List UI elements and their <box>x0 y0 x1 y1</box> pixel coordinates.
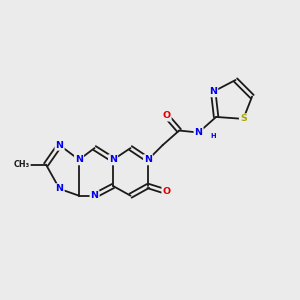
Text: N: N <box>56 141 64 150</box>
Text: N: N <box>75 155 83 164</box>
Text: N: N <box>209 87 217 96</box>
Text: N: N <box>144 155 152 164</box>
Text: H: H <box>210 134 216 140</box>
Text: N: N <box>195 128 203 137</box>
Text: N: N <box>109 155 117 164</box>
Text: CH₃: CH₃ <box>14 160 30 169</box>
Text: O: O <box>163 187 171 196</box>
Text: S: S <box>240 114 247 123</box>
Text: O: O <box>163 112 171 121</box>
Text: N: N <box>56 184 64 194</box>
Text: N: N <box>91 191 99 200</box>
